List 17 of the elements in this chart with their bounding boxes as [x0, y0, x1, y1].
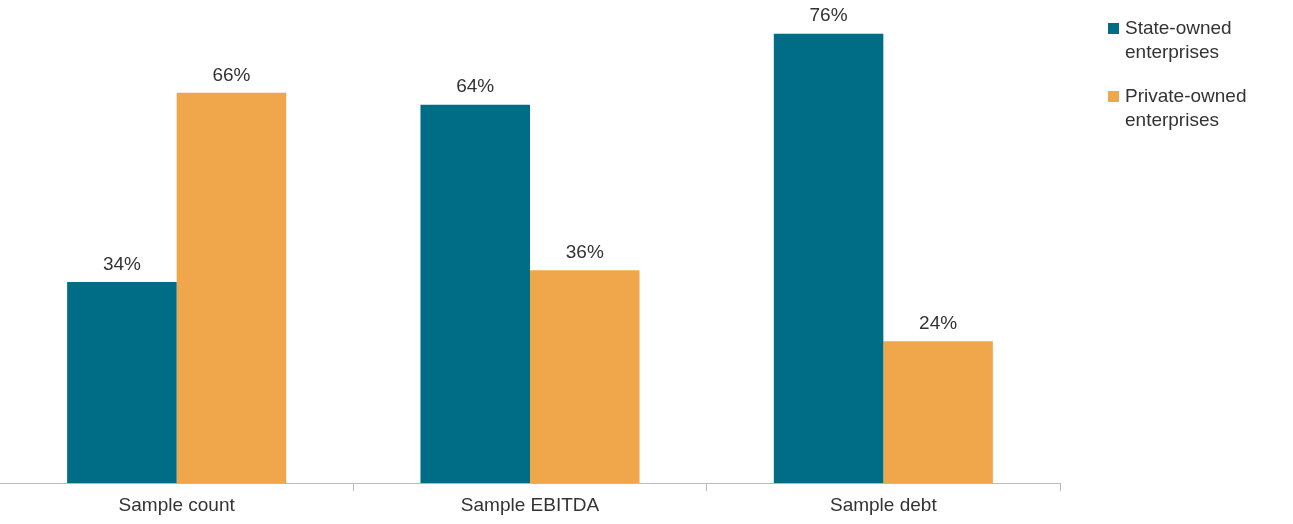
bar: [67, 282, 177, 484]
bar: [883, 341, 993, 484]
bar: [773, 33, 884, 484]
bar: [420, 104, 530, 484]
x-tick-label: Sample count: [118, 493, 236, 515]
data-label: 24%: [919, 311, 958, 333]
bar: [530, 270, 640, 484]
legend-label: State-owned enterprises: [1125, 16, 1233, 64]
data-label: 34%: [102, 252, 142, 274]
x-tick-label: Sample EBITDA: [460, 493, 600, 515]
bar: [176, 92, 287, 484]
data-label: 36%: [565, 240, 604, 262]
legend-label: Private-owned enterprises: [1125, 84, 1248, 132]
data-label: 76%: [809, 4, 848, 26]
data-label: 64%: [456, 75, 495, 97]
x-tick-label: Sample debt: [829, 493, 938, 515]
data-label: 66%: [212, 63, 251, 85]
